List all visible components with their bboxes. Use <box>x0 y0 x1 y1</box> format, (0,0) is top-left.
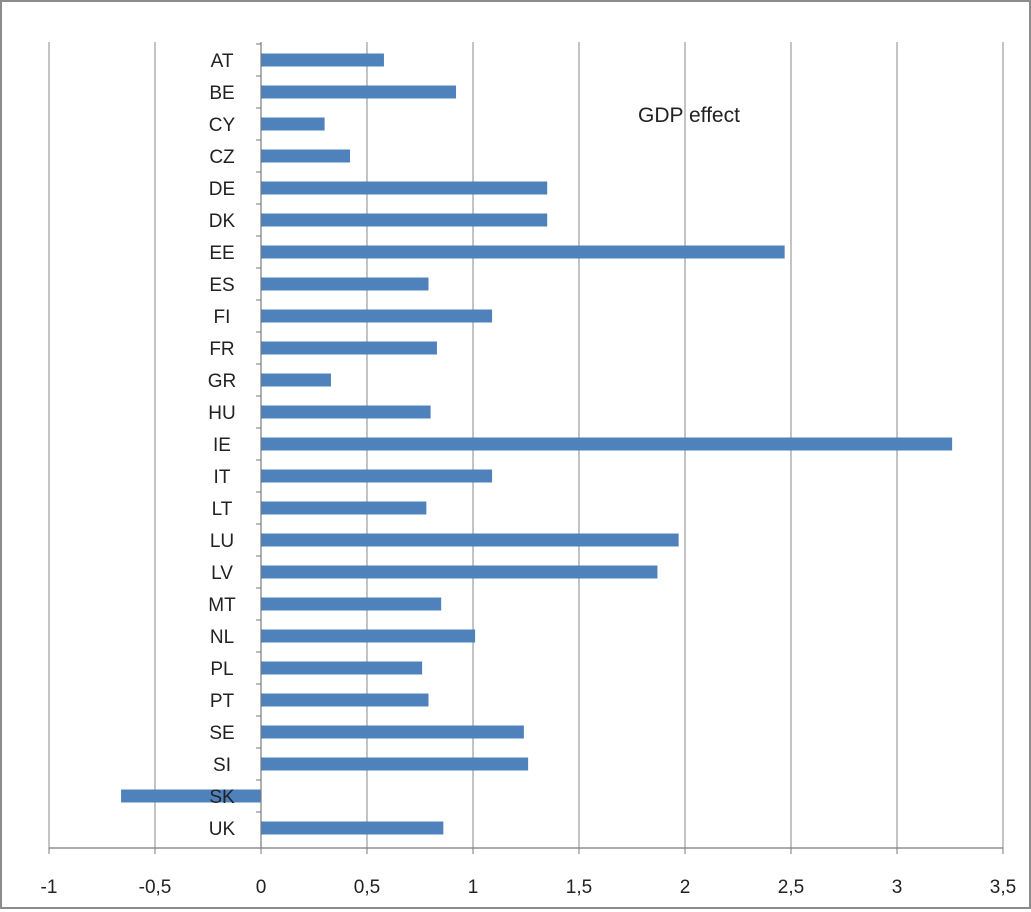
bars <box>121 53 953 835</box>
bar-cy <box>261 117 325 131</box>
category-label: AT <box>211 51 234 72</box>
bar-lv <box>261 565 658 579</box>
x-tick-label: 0 <box>256 877 267 898</box>
bar-ee <box>261 245 785 259</box>
category-label: ES <box>209 275 234 296</box>
category-label: DK <box>209 211 236 232</box>
x-tick-label: 1 <box>468 877 479 898</box>
bar-lt <box>261 501 427 515</box>
x-tick-label: 1,5 <box>566 877 592 898</box>
bar-dk <box>261 213 548 227</box>
bar-se <box>261 725 524 739</box>
bar-uk <box>261 821 444 835</box>
bar-si <box>261 757 529 771</box>
category-label: FI <box>214 307 231 328</box>
category-label: MT <box>208 595 236 616</box>
category-label: HU <box>208 403 235 424</box>
x-axis <box>48 42 1004 854</box>
category-label: DE <box>209 179 235 200</box>
category-label: BE <box>209 83 234 104</box>
category-label: SI <box>213 755 231 776</box>
bar-gr <box>261 373 331 387</box>
category-label: IT <box>214 467 231 488</box>
bar-lu <box>261 533 679 547</box>
category-labels: AT BE CY CZ DE DK EE ES FI FR GR HU IE IT LT LU LV MT NL PL… <box>208 51 237 840</box>
category-label: PT <box>210 691 235 712</box>
bar-pt <box>261 693 429 707</box>
x-tick-label: 2 <box>680 877 691 898</box>
category-label: IE <box>213 435 231 456</box>
bar-hu <box>261 405 431 419</box>
x-tick-label: 0,5 <box>354 877 380 898</box>
x-tick-labels: -1 -0,5 0 0,5 1 1,5 2 2,5 3 3,5 <box>41 877 1017 898</box>
bar-de <box>261 181 548 195</box>
category-label: NL <box>210 627 234 648</box>
x-tick-label: -0,5 <box>139 877 172 898</box>
bar-at <box>261 53 384 67</box>
bar-fi <box>261 309 493 323</box>
category-label: FR <box>209 339 234 360</box>
bar-pl <box>261 661 423 675</box>
bar-cz <box>261 149 351 163</box>
category-label: UK <box>209 819 236 840</box>
category-label: LV <box>211 563 233 584</box>
bar-mt <box>261 597 442 611</box>
category-label: SE <box>209 723 234 744</box>
category-label: EE <box>209 243 234 264</box>
category-label: LU <box>210 531 234 552</box>
bar-sk <box>121 789 261 803</box>
category-label: LT <box>212 499 233 520</box>
bar-es <box>261 277 429 291</box>
x-tick-label: 2,5 <box>778 877 804 898</box>
bar-it <box>261 469 493 483</box>
category-label: GR <box>208 371 237 392</box>
bar-ie <box>261 437 953 451</box>
category-label: SK <box>209 787 235 808</box>
x-tick-label: -1 <box>41 877 58 898</box>
category-label: CZ <box>209 147 235 168</box>
bar-be <box>261 85 457 99</box>
bar-nl <box>261 629 476 643</box>
category-label: PL <box>210 659 233 680</box>
category-label: CY <box>209 115 236 136</box>
x-tick-label: 3,5 <box>990 877 1016 898</box>
bar-fr <box>261 341 437 355</box>
x-tick-label: 3 <box>892 877 903 898</box>
legend-label: GDP effect <box>638 104 740 127</box>
